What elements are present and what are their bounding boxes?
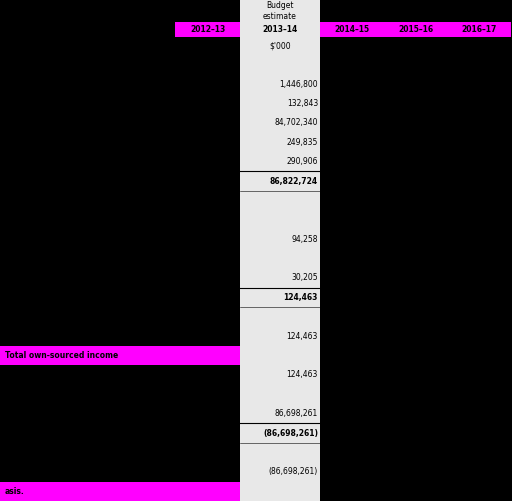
Bar (0, 346, 240, 365)
Text: asis.: asis. (5, 487, 25, 496)
Bar (240, 385, 320, 404)
Bar (240, 288, 320, 307)
Bar (240, 307, 320, 327)
Text: 2012–13: 2012–13 (190, 25, 225, 34)
Text: 94,258: 94,258 (291, 234, 318, 243)
Text: $'000: $'000 (269, 42, 291, 51)
Bar (320, 22, 384, 37)
Text: 132,843: 132,843 (287, 99, 318, 108)
Bar (240, 94, 320, 113)
Bar (240, 171, 320, 191)
Text: Total own-sourced income: Total own-sourced income (5, 351, 118, 360)
Bar (240, 191, 320, 210)
Bar (240, 133, 320, 152)
Text: 2016–17: 2016–17 (462, 25, 497, 34)
Text: 124,463: 124,463 (284, 293, 318, 302)
Text: 84,702,340: 84,702,340 (274, 118, 318, 127)
Bar (240, 210, 320, 229)
Bar (175, 22, 240, 37)
Bar (240, 269, 320, 288)
Bar (240, 55, 320, 74)
Text: 86,822,724: 86,822,724 (270, 176, 318, 185)
Text: 86,698,261: 86,698,261 (275, 409, 318, 418)
Bar (240, 365, 320, 385)
Bar (240, 229, 320, 249)
Bar (240, 346, 320, 365)
Text: (86,698,261): (86,698,261) (263, 429, 318, 438)
Text: (86,698,261): (86,698,261) (269, 467, 318, 476)
Bar (384, 22, 448, 37)
Bar (240, 423, 320, 443)
Bar (240, 249, 320, 269)
Bar (240, 481, 320, 501)
Bar (240, 113, 320, 133)
Bar (240, 0, 320, 22)
Text: 1,446,800: 1,446,800 (280, 80, 318, 89)
Bar (448, 22, 511, 37)
Text: 290,906: 290,906 (287, 157, 318, 166)
Bar (240, 37, 320, 55)
Text: 124,463: 124,463 (287, 332, 318, 341)
Text: 2014–15: 2014–15 (334, 25, 370, 34)
Text: 2013–14: 2013–14 (262, 25, 297, 34)
Bar (240, 404, 320, 423)
Bar (240, 462, 320, 481)
Text: 2015–16: 2015–16 (398, 25, 434, 34)
Text: 30,205: 30,205 (291, 274, 318, 283)
Bar (240, 443, 320, 462)
Bar (240, 327, 320, 346)
Bar (240, 22, 320, 37)
Bar (240, 152, 320, 171)
Text: Budget
estimate: Budget estimate (263, 2, 297, 21)
Text: 124,463: 124,463 (287, 370, 318, 379)
Text: 249,835: 249,835 (287, 138, 318, 147)
Bar (240, 74, 320, 94)
Bar (0, 481, 240, 501)
